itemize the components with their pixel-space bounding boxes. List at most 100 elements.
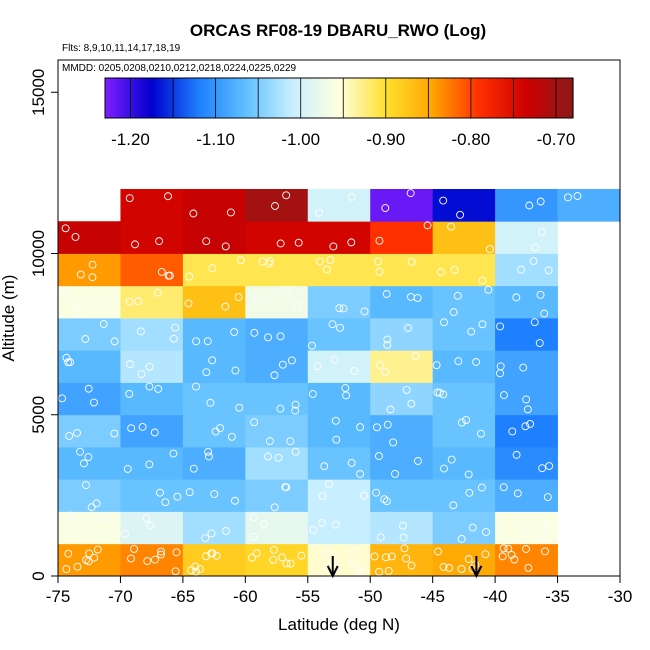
sample-point [221, 242, 230, 251]
sample-point [138, 422, 147, 431]
x-axis: -75 -70 -65 -60 -55 -50 -45 -40 -35 -30 [46, 576, 632, 606]
sample-point [375, 267, 384, 276]
colorbar-swatch [196, 78, 200, 118]
sample-point [287, 356, 296, 365]
colorbar-swatch [350, 78, 354, 118]
colorbar-swatch [498, 78, 502, 118]
colorbar-swatch [329, 78, 333, 118]
heatmap-cell [58, 414, 121, 448]
sample-point [64, 549, 73, 558]
colorbar-swatch [411, 78, 415, 118]
colorbar-swatch [420, 78, 424, 118]
heatmap-cell [495, 285, 558, 319]
heatmap-cell [307, 221, 371, 254]
colorbar-swatch [315, 78, 319, 118]
sample-point [324, 479, 333, 488]
sample-point [110, 337, 119, 346]
sample-point [84, 384, 93, 393]
colorbar-tick-label: -0.90 [366, 130, 405, 149]
sample-point [513, 489, 522, 498]
sample-point [524, 563, 533, 572]
sample-point [157, 547, 165, 556]
heatmap-cell [495, 253, 558, 287]
sample-point [282, 483, 291, 492]
colorbar-swatch [119, 78, 122, 118]
colorbar-swatch [280, 78, 284, 118]
heatmap-cell [370, 318, 434, 351]
sample-point [123, 465, 132, 473]
sample-point [269, 555, 278, 564]
sample-point [523, 405, 532, 414]
heatmap-cell [120, 318, 184, 351]
sample-point [291, 447, 300, 456]
colorbar-swatch [460, 78, 464, 118]
sample-point [250, 328, 259, 337]
sample-point [136, 327, 145, 336]
sample-point [70, 299, 79, 308]
colorbar-swatch [306, 78, 310, 118]
heatmap-cell [58, 253, 121, 287]
sample-point [206, 398, 215, 407]
colorbar-swatch [128, 78, 132, 118]
colorbar-swatch [404, 78, 408, 118]
heatmap-cell [370, 414, 434, 448]
sample-point [356, 470, 365, 478]
colorbar-swatch [542, 78, 546, 118]
sample-point [331, 416, 340, 425]
colorbar-swatch [212, 78, 216, 118]
colorbar-swatch [477, 78, 480, 118]
sample-point [381, 553, 390, 562]
x-tick-label: -70 [108, 587, 133, 606]
heatmap-cell [120, 221, 184, 254]
colorbar-swatch [376, 78, 380, 118]
sample-point [271, 202, 279, 210]
colorbar-swatch [186, 78, 190, 118]
heatmap-cell [182, 414, 246, 448]
sample-point [89, 398, 98, 407]
colorbar-swatch [362, 78, 366, 118]
sample-point [226, 208, 235, 217]
colorbar-swatch [214, 78, 218, 118]
x-tick-label: -45 [420, 587, 445, 606]
colorbar-swatch [568, 78, 572, 118]
sample-point [342, 391, 351, 400]
sample-point [449, 308, 458, 317]
sample-point [348, 559, 357, 568]
heatmap-cell [182, 253, 246, 287]
sample-point [270, 371, 279, 380]
heatmap-cell [182, 350, 246, 383]
sample-point [90, 553, 99, 562]
sample-point [341, 384, 350, 392]
sample-point [435, 388, 444, 397]
colorbar-swatch [434, 78, 438, 118]
heatmap-cell [58, 318, 121, 351]
sample-point [308, 341, 316, 350]
colorbar-tick-label: -1.00 [281, 130, 320, 149]
colorbar-swatch [402, 78, 406, 118]
sample-point [151, 555, 159, 564]
sample-point [383, 335, 392, 344]
heatmap-cell [370, 447, 434, 480]
x-tick-label: -35 [545, 587, 570, 606]
colorbar-swatch [259, 78, 263, 118]
x-axis-label: Latitude (deg N) [278, 615, 400, 634]
sample-point [439, 318, 448, 327]
sample-point [522, 395, 531, 404]
colorbar-tick-label: -0.80 [452, 130, 491, 149]
sample-point [375, 236, 384, 245]
colorbar-swatch [158, 78, 162, 118]
heatmap-cell [58, 285, 121, 319]
sample-point [499, 483, 508, 492]
y-tick-label: 0 [29, 571, 48, 580]
colorbar-swatch [390, 78, 394, 118]
sample-point [373, 423, 381, 432]
sample-point [73, 428, 81, 437]
colorbar-swatch [327, 78, 331, 118]
y-axis: 0 5000 10000 15000 [29, 69, 58, 581]
colorbar-swatch [320, 78, 324, 118]
colorbar-swatch [231, 78, 235, 118]
heatmap-cell [120, 253, 184, 287]
colorbar-swatch [107, 78, 111, 118]
colorbar-swatch [549, 78, 553, 118]
sample-point [212, 551, 221, 560]
